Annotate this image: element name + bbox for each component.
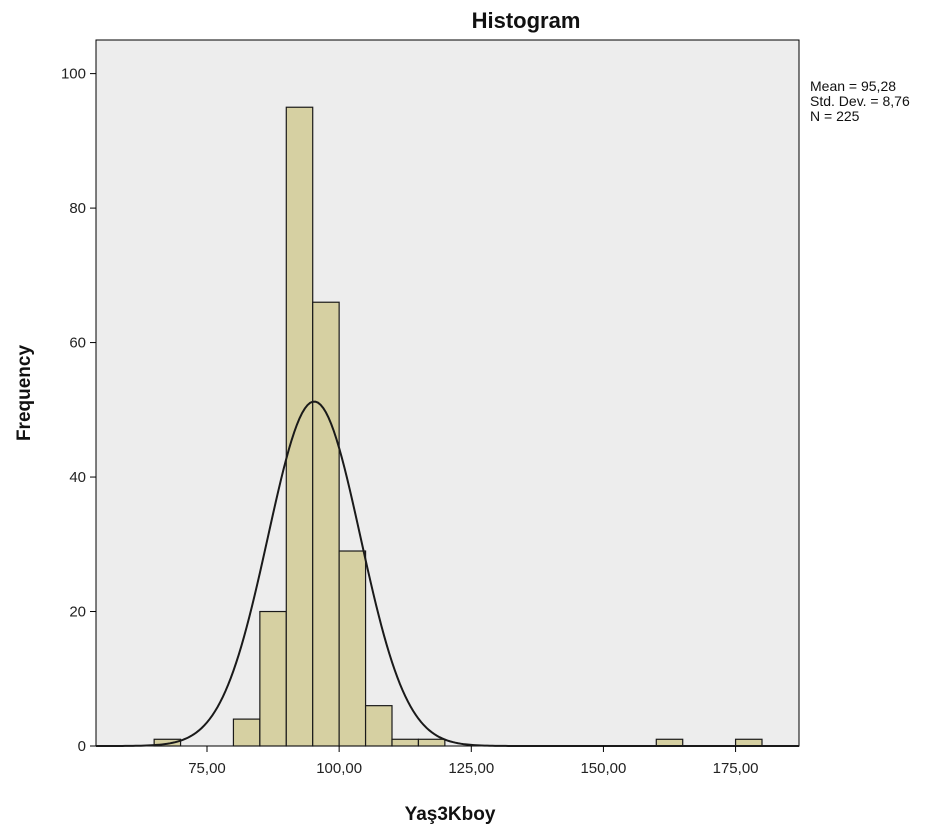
histogram-bar [285, 106, 314, 747]
x-tick-label: 150,00 [580, 760, 626, 777]
histogram-bar [734, 738, 763, 747]
normal-curve [96, 400, 799, 747]
histogram-bar [417, 738, 446, 747]
stats-line: N = 225 [810, 108, 860, 124]
y-tick-label: 80 [69, 200, 86, 217]
y-axis: 0 20 40 60 80 100 [61, 66, 96, 755]
x-tick-label: 100,00 [316, 760, 362, 777]
y-axis-title: Frequency [14, 345, 35, 442]
histogram-bar [259, 610, 287, 747]
stats-line: Mean = 95,28 [810, 78, 896, 94]
y-tick-label: 60 [69, 335, 86, 352]
stats-line: Std. Dev. = 8,76 [810, 93, 910, 109]
x-axis: 75,00 100,00 125,00 150,00 175,00 [188, 746, 759, 777]
plot-area [95, 39, 800, 747]
histogram-bar [364, 705, 393, 747]
y-tick-label: 100 [61, 66, 86, 83]
x-axis-title: Yaş3Kboy [405, 804, 496, 825]
y-tick-label: 40 [69, 469, 86, 486]
histogram-bar [153, 738, 182, 747]
histogram-bar [655, 738, 684, 747]
x-tick-label: 75,00 [188, 760, 226, 777]
bars-group [153, 106, 763, 747]
y-tick-label: 20 [69, 604, 86, 621]
histogram-bar [391, 738, 420, 747]
histogram-bar [338, 550, 367, 747]
y-tick-label: 0 [78, 738, 86, 755]
histogram-bar [232, 718, 261, 747]
chart-title: Histogram [472, 8, 581, 33]
x-tick-label: 125,00 [448, 760, 494, 777]
x-tick-label: 175,00 [713, 760, 759, 777]
histogram-bar [312, 301, 340, 747]
